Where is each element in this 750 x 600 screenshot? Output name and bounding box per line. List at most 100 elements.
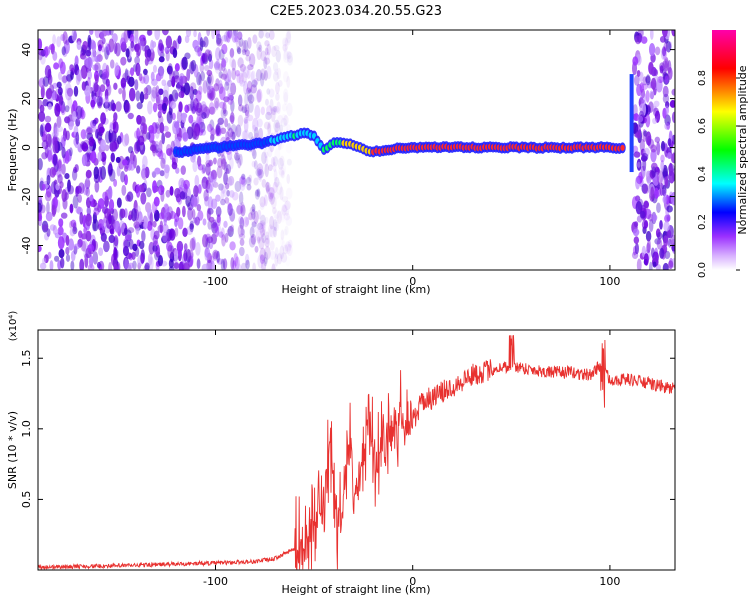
noise-blob <box>265 181 270 193</box>
noise-blob <box>85 187 90 197</box>
noise-blob <box>155 94 160 107</box>
noise-blob <box>643 253 649 266</box>
noise-blob <box>160 44 165 54</box>
noise-blob <box>169 100 177 109</box>
noise-blob <box>250 70 256 82</box>
noise-blob <box>282 244 288 255</box>
noise-blob <box>254 104 261 119</box>
noise-blob <box>120 208 126 219</box>
noise-blob <box>100 112 107 125</box>
noise-blob <box>238 233 246 240</box>
noise-blob <box>164 164 170 174</box>
noise-blob <box>633 151 641 158</box>
noise-blob <box>155 123 162 134</box>
noise-blob <box>225 79 233 86</box>
noise-blob <box>138 240 145 250</box>
noise-blob <box>263 256 268 267</box>
noise-blob <box>208 106 216 115</box>
noise-blob <box>148 124 155 134</box>
noise-blob <box>231 67 237 81</box>
noise-blob <box>139 91 145 104</box>
noise-blob <box>214 63 221 75</box>
noise-blob <box>280 229 285 241</box>
noise-blob <box>217 213 221 227</box>
noise-blob <box>113 82 118 90</box>
noise-blob <box>238 104 244 112</box>
noise-blob <box>203 189 209 202</box>
noise-blob <box>46 228 51 237</box>
noise-blob <box>248 235 256 248</box>
noise-blob <box>38 111 46 122</box>
top-x-tick-label: 0 <box>409 275 416 288</box>
noise-blob <box>119 37 126 49</box>
noise-blob <box>220 107 227 119</box>
noise-blob <box>163 212 168 226</box>
noise-blob <box>671 111 675 123</box>
noise-blob <box>209 128 216 136</box>
noise-blob <box>264 163 269 178</box>
colorbar: 0.0 0.2 0.4 0.6 0.8 Normalized spectral ampl… <box>697 30 749 278</box>
noise-blob <box>283 91 289 106</box>
noise-blob <box>62 75 68 85</box>
noise-blob <box>229 208 236 222</box>
noise-blob <box>82 40 89 50</box>
noise-blob <box>236 47 242 55</box>
noise-blob <box>279 169 285 178</box>
noise-blob <box>238 246 245 257</box>
colorbar-label: Normalized spectral amplitude <box>736 65 749 234</box>
noise-blob <box>649 90 655 99</box>
noise-blob <box>270 107 277 116</box>
noise-blob <box>243 39 249 53</box>
noise-blob <box>281 113 287 121</box>
noise-blob <box>645 113 651 128</box>
noise-blob <box>101 218 107 231</box>
noise-blob <box>656 238 663 250</box>
noise-blob <box>237 31 243 41</box>
noise-blob <box>230 124 237 134</box>
noise-blob <box>273 106 280 113</box>
noise-blob <box>280 117 288 127</box>
noise-blob <box>213 60 221 71</box>
noise-blob <box>164 131 172 138</box>
noise-blob <box>222 109 229 117</box>
noise-blob <box>50 181 58 195</box>
noise-blob <box>263 30 268 38</box>
noise-blob <box>639 210 646 219</box>
noise-blob <box>223 172 228 186</box>
noise-blob <box>90 150 97 164</box>
noise-blob <box>213 62 220 69</box>
noise-blob <box>648 261 653 270</box>
noise-blob <box>263 251 269 265</box>
noise-blob <box>128 160 136 171</box>
noise-blob <box>115 156 121 163</box>
noise-blob <box>266 65 272 80</box>
noise-blob <box>96 131 103 141</box>
noise-blob <box>162 30 169 36</box>
bottom-y-tick-label: 1.0 <box>20 420 33 438</box>
noise-blob <box>246 183 252 191</box>
noise-blob <box>163 125 169 132</box>
noise-blob <box>194 216 201 226</box>
noise-blob <box>181 56 188 70</box>
noise-blob <box>236 40 242 49</box>
noise-blob <box>189 86 194 101</box>
noise-blob <box>178 101 183 113</box>
noise-blob <box>286 30 292 44</box>
noise-blob <box>190 94 196 102</box>
noise-blob <box>171 76 176 88</box>
noise-blob <box>221 43 228 55</box>
noise-blob <box>46 201 50 215</box>
noise-blob <box>267 146 273 158</box>
noise-blob <box>109 141 116 152</box>
noise-blob <box>281 240 286 252</box>
noise-blob <box>228 202 233 216</box>
noise-blob <box>140 252 145 265</box>
noise-blob <box>272 156 279 167</box>
noise-blob <box>123 227 128 235</box>
noise-blob <box>138 73 143 82</box>
noise-blob <box>270 109 276 123</box>
noise-blob <box>89 39 96 50</box>
noise-blob <box>223 220 228 228</box>
noise-blob <box>175 120 180 135</box>
noise-blob <box>147 100 153 115</box>
